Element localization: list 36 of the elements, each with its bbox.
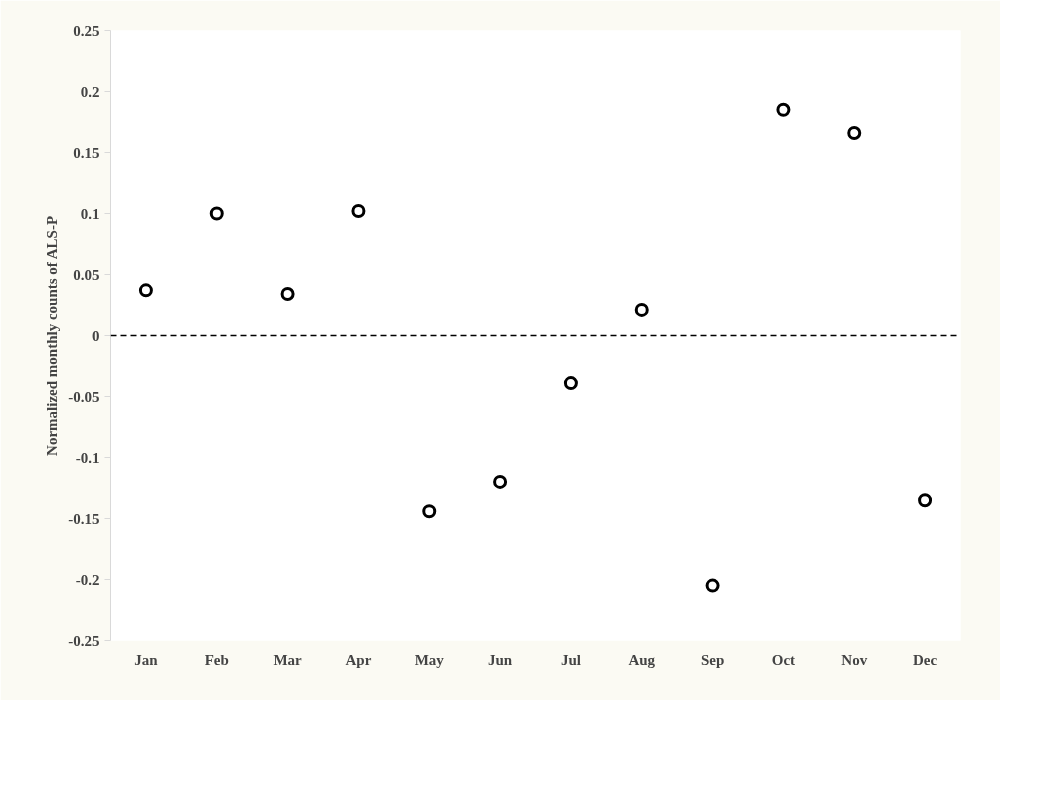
x-tick-label: Aug (628, 651, 656, 668)
point (422, 504, 437, 519)
y-tick-label: 0.15 (73, 144, 100, 161)
point (705, 578, 720, 593)
x-tick-label: Dec (913, 651, 938, 668)
x-tick-label: Nov (841, 651, 868, 668)
point (138, 283, 153, 298)
y-tick-label: 0.2 (80, 83, 100, 100)
y-tick-label: 0.25 (73, 22, 100, 39)
point (280, 287, 295, 302)
x-tick-label: Sep (700, 651, 725, 668)
point (634, 302, 649, 317)
y-axis-title: Normalized monthly counts of ALS-P (44, 215, 61, 456)
y-tick-label: -0.25 (68, 632, 100, 649)
y-tick-label: -0.1 (75, 449, 100, 466)
y-tick-label: -0.15 (68, 510, 100, 527)
x-tick-label: Jul (560, 651, 581, 668)
x-tick-label: Feb (204, 651, 229, 668)
x-tick-label: Mar (273, 651, 303, 668)
x-tick-label: May (414, 651, 445, 668)
point (563, 376, 578, 391)
point (776, 102, 791, 117)
point (847, 125, 862, 140)
x-tick-label: Oct (771, 651, 796, 668)
y-tick-label: 0.05 (73, 266, 100, 283)
point (918, 493, 933, 508)
point (351, 204, 366, 219)
point (209, 206, 224, 221)
x-tick-label: Jan (134, 651, 159, 668)
x-tick-label: Apr (345, 651, 372, 668)
y-tick-label: -0.05 (68, 388, 100, 405)
y-tick-label: 0.1 (80, 205, 100, 222)
point (493, 474, 508, 489)
y-tick-label: 0 (92, 327, 100, 344)
y-tick-label: -0.2 (75, 571, 100, 588)
x-tick-label: Jun (487, 651, 513, 668)
